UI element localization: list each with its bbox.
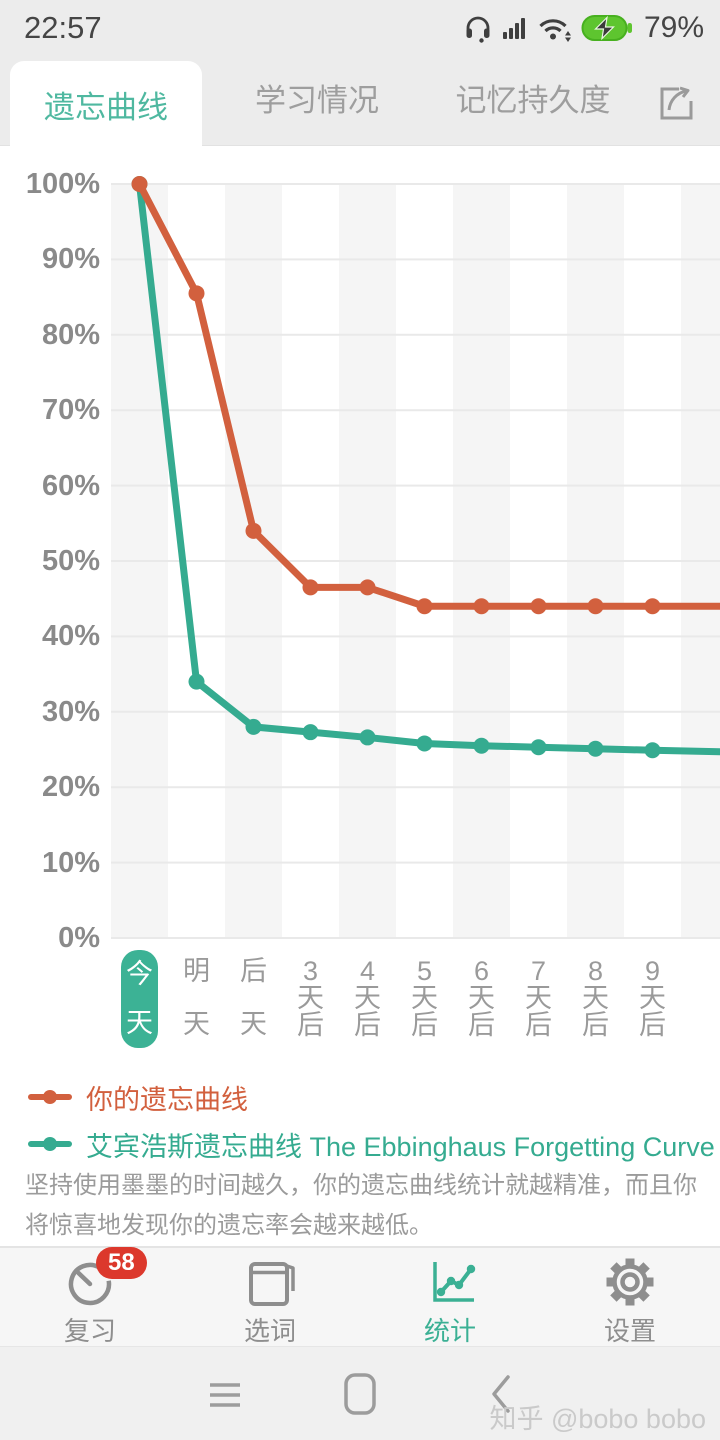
data-point [530,598,547,615]
nav-item-statistics[interactable]: 统计 [360,1248,540,1346]
y-axis-label: 40% [41,620,100,653]
data-point [530,739,547,756]
chart-legend: 你的遗忘曲线艾宾浩斯遗忘曲线 The Ebbinghaus Forgetting… [28,1080,715,1162]
x-axis-label-2[interactable]: 明天 [183,956,210,1039]
data-point [644,598,661,615]
gear-icon [606,1258,654,1306]
android-nav-bar: 知乎 @bobo bobo [0,1346,720,1440]
data-point [302,724,319,741]
chart-icon-wrap [422,1253,478,1309]
y-axis-label: 100% [25,168,100,200]
data-point [188,285,205,302]
chart-plot-area [111,176,720,939]
battery-percent: 79% [643,11,704,44]
data-point [644,742,661,759]
y-axis-label: 30% [41,695,100,728]
book-icon [249,1262,295,1306]
nav-label-review: 复习 [63,1316,116,1346]
nav-label-word-selection: 选词 [243,1316,296,1346]
y-axis-label: 70% [41,394,100,427]
book-icon-wrap [242,1253,298,1309]
headset-icon [466,16,490,43]
data-point [131,176,148,192]
back-button-icon[interactable] [490,1375,512,1413]
y-axis-label: 20% [41,771,100,804]
data-point [473,737,490,754]
y-axis-label: 80% [41,318,100,351]
wifi-icon [539,19,571,42]
top-area: 22:57 [0,0,720,147]
data-point [188,673,205,690]
data-point [416,598,433,615]
data-point [359,579,376,596]
home-button-icon[interactable] [344,1373,378,1415]
x-axis-label-3[interactable]: 后天 [240,956,267,1039]
status-bar: 22:57 [0,0,720,56]
status-icons: 79% [463,11,704,45]
y-axis-label: 90% [41,243,100,276]
x-axis-label-1[interactable]: 今天 [121,950,158,1048]
bottom-nav: 58 复习 选词 [0,1246,720,1346]
legend-dot [43,1090,57,1104]
nav-item-review[interactable]: 58 复习 [0,1247,180,1346]
data-point [587,740,604,757]
data-point [302,579,319,596]
y-axis-label: 60% [41,469,100,502]
nav-item-word-selection[interactable]: 选词 [180,1248,360,1346]
nav-label-statistics: 统计 [423,1316,476,1346]
gear-icon-wrap [602,1253,658,1309]
tab-memory-retention[interactable]: 记忆持久度 [455,83,611,118]
tab-forgetting-curve[interactable]: 遗忘曲线 [10,61,202,147]
review-icon-wrap: 58 [62,1247,147,1309]
data-point [245,522,262,539]
nav-label-settings: 设置 [603,1316,656,1346]
data-point [245,718,262,735]
legend-item-1: 你的遗忘曲线 [28,1080,715,1115]
data-point [587,598,604,615]
menu-button-icon[interactable] [207,1383,243,1407]
status-time: 22:57 [24,10,102,45]
legend-dot [43,1137,57,1151]
forgetting-curve-chart: 100% 90% 80% 70% 60% 50% 40% 30% 20% 10% 0% 今天明天后天… [0,150,720,1070]
battery-charging-icon [581,15,632,41]
data-point [473,598,490,615]
legend-line-marker [28,1137,72,1151]
share-icon[interactable] [653,80,697,124]
tab-bar: 遗忘曲线 学习情况 记忆持久度 [0,56,720,147]
tab-learning-status[interactable]: 学习情况 [255,83,379,118]
tab-label: 遗忘曲线 [44,89,168,125]
y-axis-label: 50% [41,545,100,577]
data-point [416,735,433,752]
legend-label: 你的遗忘曲线 [86,1084,248,1115]
legend-item-2: 艾宾浩斯遗忘曲线 The Ebbinghaus Forgetting Curve [28,1127,715,1162]
review-badge: 58 [96,1247,147,1279]
data-point [359,729,376,746]
legend-label: 艾宾浩斯遗忘曲线 The Ebbinghaus Forgetting Curve [86,1131,715,1162]
y-axis-label: 0% [58,922,100,954]
line-chart-icon [433,1262,476,1302]
watermark-text: 知乎 @bobo bobo [489,1404,706,1434]
description-text: 坚持使用墨墨的时间越久，你的遗忘曲线统计就越精准，而且你将惊喜地发现你的遗忘率会… [25,1172,697,1239]
signal-icon [502,18,525,39]
nav-item-settings[interactable]: 设置 [540,1248,720,1346]
y-axis-label: 10% [41,846,100,879]
legend-line-marker [28,1090,72,1104]
